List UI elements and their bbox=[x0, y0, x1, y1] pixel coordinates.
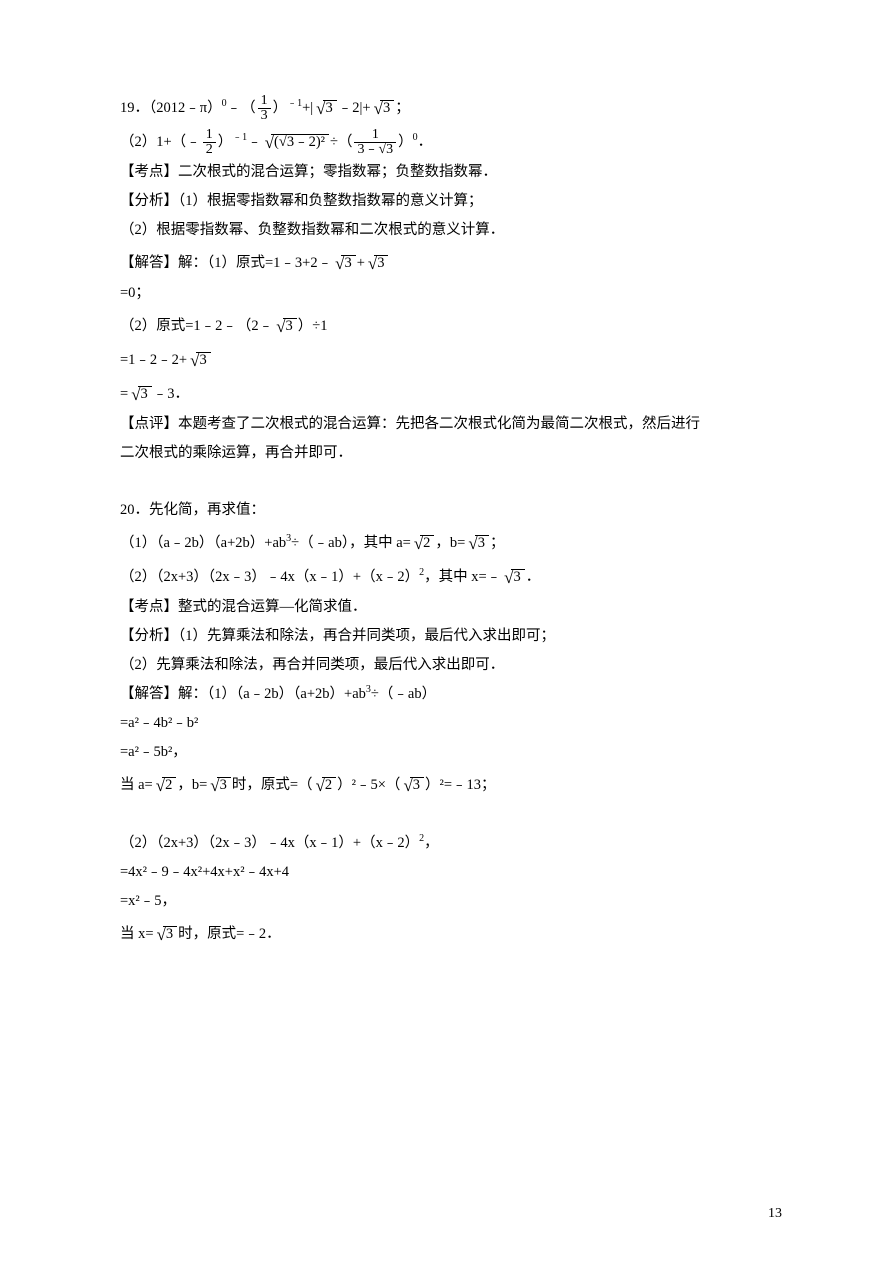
sqrt: 2 bbox=[154, 767, 177, 801]
dianping-2: 二次根式的乘除运算，再合并即可． bbox=[120, 439, 782, 468]
spacer bbox=[120, 801, 782, 829]
fraction: 13 bbox=[258, 94, 271, 123]
document-page: 19．（2012﹣π）0﹣（13）﹣1+|3﹣2|+3； （2）1+（﹣12）﹣… bbox=[0, 0, 892, 1010]
q19-line1: 19．（2012﹣π）0﹣（13）﹣1+|3﹣2|+3； bbox=[120, 90, 782, 124]
q20-step2: =a²﹣5b²， bbox=[120, 738, 782, 767]
jieda-3: =1﹣2﹣2+3 bbox=[120, 342, 782, 376]
sqrt: 3 bbox=[155, 916, 178, 950]
spacer bbox=[120, 468, 782, 496]
sqrt: 3 bbox=[129, 376, 152, 410]
q20-l2: （2）（2x+3）（2x﹣3）﹣4x（x﹣1）+（x﹣2）2，其中 x=﹣3． bbox=[120, 559, 782, 593]
q20-p2-step2: =x²﹣5， bbox=[120, 887, 782, 916]
sqrt: 3 bbox=[188, 342, 211, 376]
q20-kaodian: 【考点】整式的混合运算—化简求值． bbox=[120, 593, 782, 622]
dianping-1: 【点评】本题考查了二次根式的混合运算：先把各二次根式化简为最简二次根式，然后进行 bbox=[120, 410, 782, 439]
q20-step3: 当 a=2，b=3时，原式=（2）²﹣5×（3）²=﹣13； bbox=[120, 767, 782, 801]
sqrt: 3 bbox=[466, 525, 489, 559]
q20-l1: （1）（a﹣2b）（a+2b）+ab3÷（﹣ab），其中 a=2，b=3； bbox=[120, 525, 782, 559]
q20-step1: =a²﹣4b²﹣b² bbox=[120, 709, 782, 738]
sqrt: (√3﹣2)² bbox=[263, 124, 329, 158]
q20-jieda-1: 【解答】解：（1）（a﹣2b）（a+2b）+ab3÷（﹣ab） bbox=[120, 680, 782, 709]
fraction: 12 bbox=[203, 128, 216, 157]
q20-p2-l1: （2）（2x+3）（2x﹣3）﹣4x（x﹣1）+（x﹣2）2， bbox=[120, 829, 782, 858]
sqrt: 2 bbox=[314, 767, 337, 801]
fenxi-2: （2）根据零指数幂、负整数指数幂和二次根式的意义计算． bbox=[120, 216, 782, 245]
page-number: 13 bbox=[768, 1206, 782, 1222]
sqrt: 3 bbox=[314, 90, 337, 124]
sqrt: 3 bbox=[333, 245, 356, 279]
sqrt: 3 bbox=[372, 90, 395, 124]
fraction: 13﹣√3 bbox=[354, 128, 396, 157]
sqrt: 3 bbox=[502, 559, 525, 593]
fenxi-1: 【分析】（1）根据零指数幂和负整数指数幂的意义计算； bbox=[120, 187, 782, 216]
jieda-2a: （2）原式=1﹣2﹣（2﹣3）÷1 bbox=[120, 308, 782, 342]
q20-fenxi-1: 【分析】（1）先算乘法和除法，再合并同类项，最后代入求出即可； bbox=[120, 622, 782, 651]
sqrt: 3 bbox=[274, 308, 297, 342]
jieda-1: 【解答】解：（1）原式=1﹣3+2﹣3+3 bbox=[120, 245, 782, 279]
q19-line2: （2）1+（﹣12）﹣1﹣(√3﹣2)²÷（13﹣√3）0． bbox=[120, 124, 782, 158]
sqrt: 3 bbox=[366, 245, 389, 279]
q20-title: 20．先化简，再求值： bbox=[120, 496, 782, 525]
sqrt: 3 bbox=[208, 767, 231, 801]
q19-num: 19． bbox=[120, 100, 149, 116]
sqrt: 2 bbox=[412, 525, 435, 559]
jieda-res1: =0； bbox=[120, 279, 782, 308]
q20-p2-step3: 当 x=3时，原式=﹣2． bbox=[120, 916, 782, 950]
jieda-4: =3﹣3． bbox=[120, 376, 782, 410]
kaodian: 【考点】二次根式的混合运算；零指数幂；负整数指数幂． bbox=[120, 158, 782, 187]
q20-fenxi-2: （2）先算乘法和除法，再合并同类项，最后代入求出即可． bbox=[120, 651, 782, 680]
q20-p2-step1: =4x²﹣9﹣4x²+4x+x²﹣4x+4 bbox=[120, 858, 782, 887]
sqrt: 3 bbox=[401, 767, 424, 801]
